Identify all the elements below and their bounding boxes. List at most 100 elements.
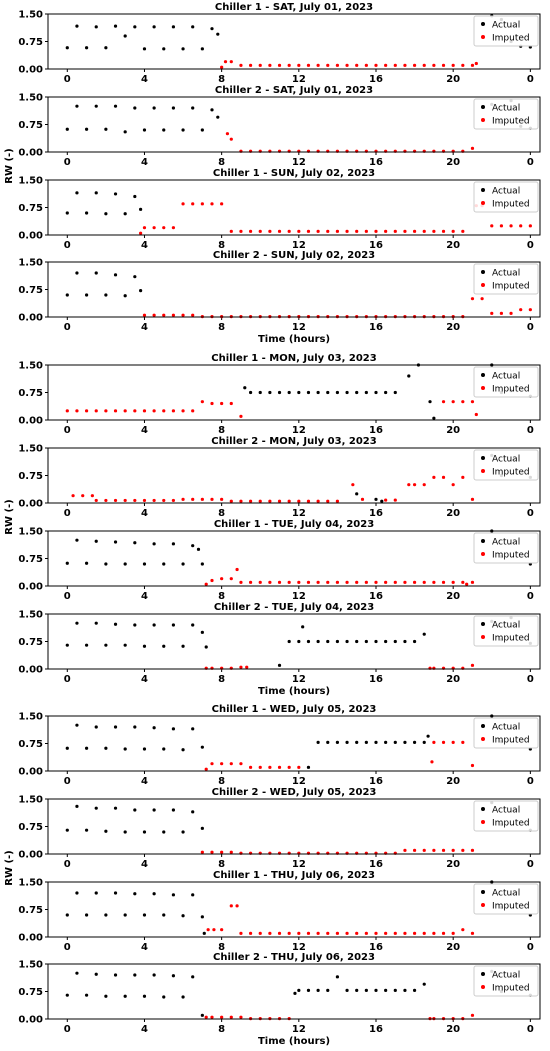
data-point [374,229,378,233]
data-point [451,63,455,67]
data-point [94,725,98,729]
data-point [393,498,397,502]
legend-marker [481,456,485,460]
legend-box [473,532,539,564]
data-point [162,128,166,132]
data-point [509,224,513,228]
legend-label: Actual [492,723,520,733]
data-point [364,740,368,745]
x-tick-label: 0 [527,425,534,436]
data-point [162,562,166,566]
x-tick-label: 0 [64,322,71,333]
data-point [220,497,224,501]
y-tick-label: 0.75 [18,637,43,648]
data-point [181,830,185,834]
data-point [181,313,185,317]
legend-marker [481,469,485,473]
data-point [229,60,233,64]
x-tick-label: 0 [527,674,534,685]
legend-label: Actual [492,187,520,197]
x-tick-label: 16 [369,74,383,85]
data-point [287,390,291,395]
data-point [268,229,272,233]
x-tick-label: 12 [292,859,306,870]
legend-label: Imputed [492,200,530,210]
legend-label: Imputed [492,902,530,912]
x-tick-label: 12 [292,74,306,85]
data-point [393,931,397,935]
plot-frame [47,96,541,153]
data-point [104,994,108,998]
data-point [364,931,368,935]
legend-marker [481,985,485,989]
x-tick-label: 4 [141,674,148,685]
data-point [191,623,195,627]
data-point [326,639,330,644]
data-point [152,726,156,730]
plot-frame [47,13,541,70]
panel: Chiller 1 - WED, July 05, 2023 0 4 8 12 16 20 0… [18,704,541,787]
legend-marker [481,386,485,390]
y-tick-label: 0.75 [18,554,43,565]
y-tick-label: 0.00 [18,582,43,593]
data-point [104,409,108,413]
x-tick-label: 12 [292,322,306,333]
data-point [113,725,118,729]
legend-label: Imputed [492,736,530,746]
data-point [171,623,176,627]
data-point [152,498,156,503]
data-point [162,747,166,751]
panel-title: Chiller 1 - TUE, July 04, 2023 [214,519,374,530]
y-tick-label: 0.00 [18,767,43,778]
data-point [355,988,359,993]
panel: Chiller 2 - SUN, July 02, 2023 0 4 8 12 16 20 0… [18,250,541,345]
data-point [220,850,224,854]
panel: Chiller 1 - TUE, July 04, 2023 0 4 8 12 16 20 0… [18,519,541,602]
data-point [152,808,156,812]
data-point [316,988,320,993]
data-point [403,931,407,935]
data-point [451,931,455,935]
data-point [316,229,320,233]
legend-box [473,883,539,915]
data-point [123,498,127,503]
data-point [248,390,253,395]
x-tick-label: 0 [64,74,71,85]
data-point [316,740,320,745]
panel-title: Chiller 1 - SUN, July 02, 2023 [213,168,375,179]
x-tick-label: 0 [527,942,534,953]
data-point [509,311,513,315]
data-point [412,63,417,67]
data-point [171,974,176,978]
data-point [225,132,230,136]
legend-label: Imputed [492,468,530,478]
data-point [65,913,69,917]
data-point [364,988,368,993]
data-point [142,128,147,132]
data-point [235,567,239,572]
data-point [258,390,262,395]
data-point [104,829,108,833]
data-point [113,622,118,626]
data-point [374,931,378,935]
data-point [216,115,220,119]
x-tick-label: 16 [369,591,383,602]
data-point [306,390,311,395]
data-point [528,224,532,228]
data-point [65,211,69,215]
data-point [258,63,262,67]
x-tick-label: 20 [446,157,460,168]
data-point [432,740,436,745]
legend-marker [481,552,485,556]
data-point [441,931,446,935]
data-point [326,390,330,395]
data-point [210,497,214,501]
y-tick-label: 0.00 [18,313,43,324]
data-point [316,499,320,503]
legend-marker [481,635,485,639]
data-point [104,498,108,503]
data-point [191,313,195,317]
data-point [133,623,137,627]
y-tick-label: 0.75 [18,37,43,48]
data-point [139,231,143,235]
